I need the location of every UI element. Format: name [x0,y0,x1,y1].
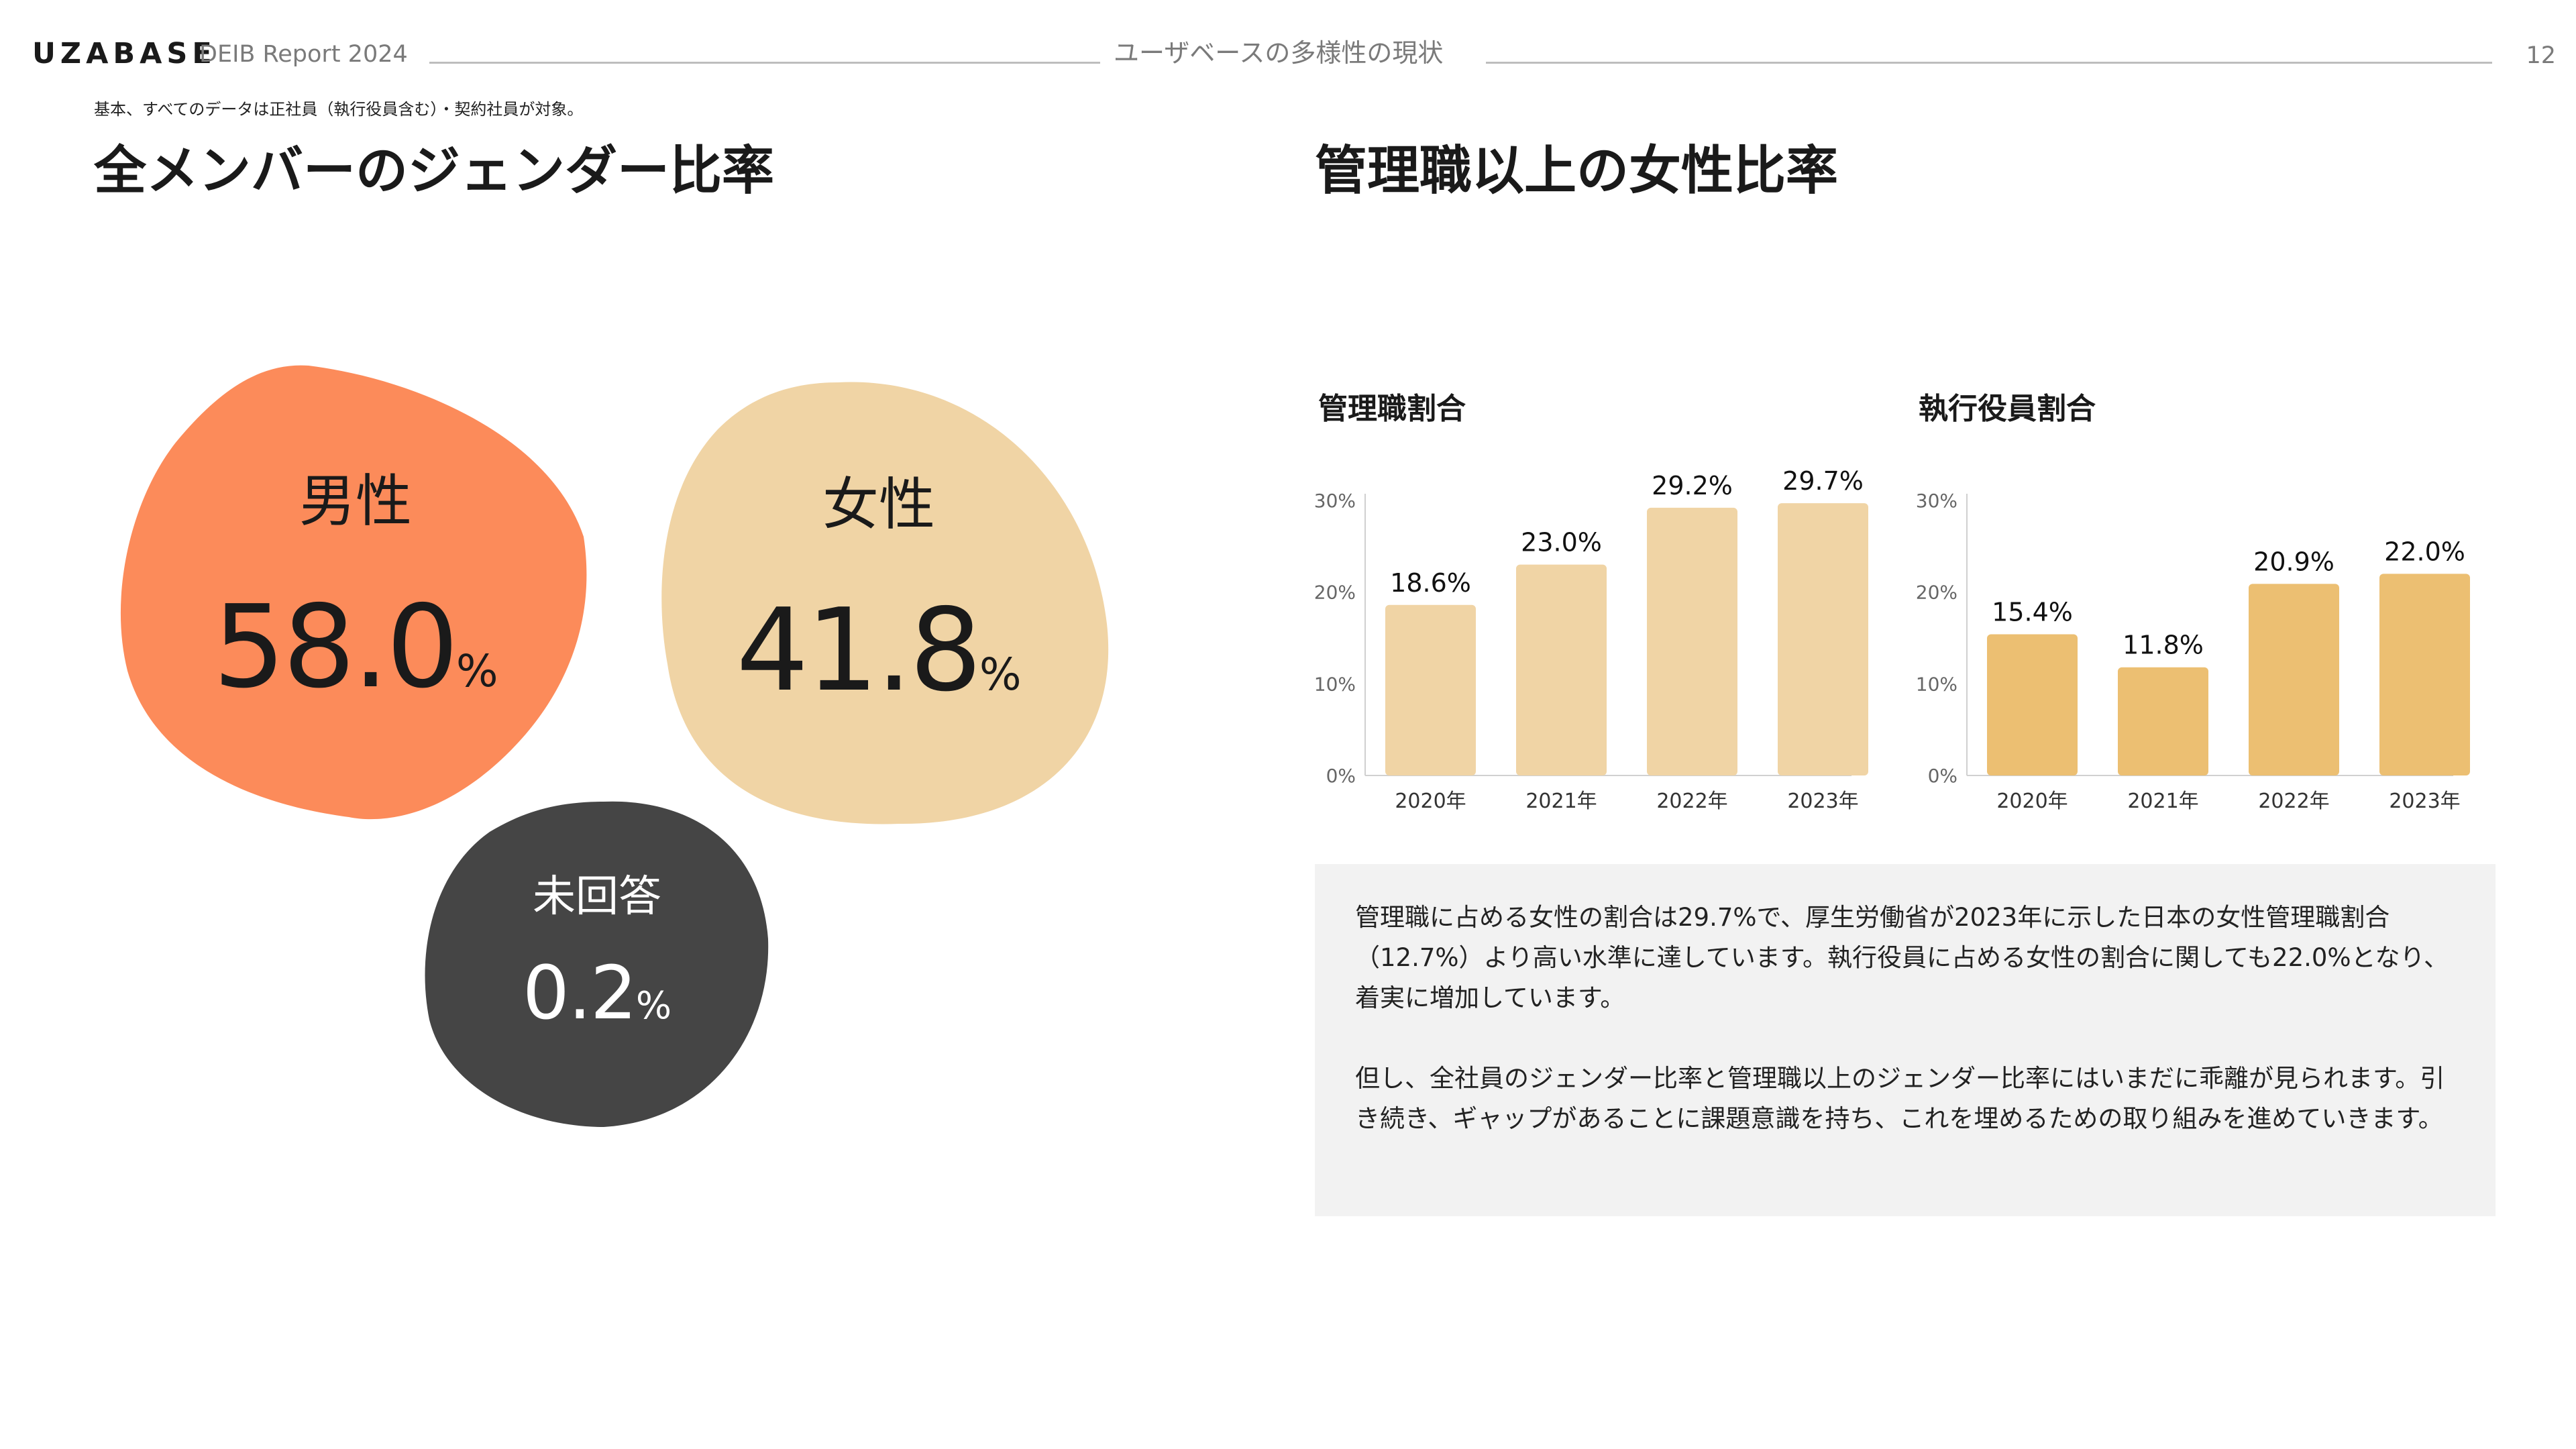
scope-note: 基本、すべてのデータは正社員（執行役員含む）・契約社員が対象。 [94,100,584,119]
female-value-group: 41.8% [698,594,1060,708]
unanswered-blob [425,801,769,1127]
page-number: 12 [2526,42,2556,69]
exec-y-tick-label: 20% [1916,582,1957,604]
gender-blobs [120,365,1109,1127]
comment-box: 管理職に占める女性の割合は29.7%で、厚生労働省が2023年に示した日本の女性… [1315,864,2496,1216]
comment-paragraph-2: 但し、全社員のジェンダー比率と管理職以上のジェンダー比率にはいまだに乖離が見られ… [1355,1064,2445,1133]
male-value-group: 58.0% [174,590,537,704]
manager-bar [1516,564,1607,775]
header-divider-left [429,62,1100,64]
report-name: DEIB Report 2024 [199,41,408,68]
manager-x-tick-label: 2022年 [1656,790,1727,813]
male-unit: % [455,645,498,697]
manager-y-tick-label: 0% [1326,765,1356,787]
exec-bar [2249,584,2339,775]
unanswered-value: 0.2 [522,950,637,1036]
manager-data-label: 29.2% [1652,471,1733,500]
exec-bar [2379,574,2470,775]
unanswered-unit: % [635,984,672,1028]
header-divider-right [1486,62,2492,64]
exec-y-tick-label: 30% [1916,490,1957,512]
manager-data-label: 18.6% [1390,568,1471,598]
exec-chart-title: 執行役員割合 [1919,392,2096,426]
manager-bar [1778,503,1868,775]
manager-x-tick-label: 2023年 [1787,790,1858,813]
female-manager-ratio-heading: 管理職以上の女性比率 [1315,141,1839,201]
manager-y-tick-label: 10% [1314,673,1356,695]
manager-x-tick-label: 2021年 [1525,790,1597,813]
manager-x-tick-label: 2020年 [1395,790,1466,813]
manager-y-tick-label: 20% [1314,582,1356,604]
bar-charts: 0% 10% 20% 30% 18.6% 2020年 23.0% 2021年 29.2% 2022… [1314,466,2470,813]
female-value: 41.8 [736,584,982,717]
company-logo: UZABASE [32,37,217,70]
gender-ratio-heading: 全メンバーのジェンダー比率 [94,141,775,201]
exec-x-tick-label: 2020年 [1996,790,2068,813]
comment-paragraph-1: 管理職に占める女性の割合は29.7%で、厚生労働省が2023年に示した日本の女性… [1355,903,2449,1012]
exec-y-tick-label: 0% [1928,765,1957,787]
exec-bar [2118,667,2208,775]
exec-data-label: 11.8% [2123,631,2204,660]
exec-y-tick-label: 10% [1916,673,1957,695]
exec-x-tick-label: 2023年 [2389,790,2460,813]
exec-data-label: 22.0% [2384,537,2465,566]
exec-data-label: 20.9% [2253,547,2334,576]
exec-bar [1987,634,2078,775]
exec-data-label: 15.4% [1992,598,2073,627]
exec-x-tick-label: 2021年 [2127,790,2198,813]
female-blob [661,382,1109,824]
female-label: 女性 [822,472,935,537]
female-unit: % [979,649,1022,700]
manager-data-label: 29.7% [1782,466,1864,496]
manager-bar [1385,604,1476,775]
male-blob [120,365,587,820]
manager-data-label: 23.0% [1521,528,1602,557]
manager-y-tick-label: 30% [1314,490,1356,512]
section-title: ユーザベースの多様性の現状 [1114,38,1444,68]
manager-chart-title: 管理職割合 [1318,392,1466,426]
unanswered-value-group: 0.2% [463,956,731,1030]
male-label: 男性 [299,468,412,534]
manager-bar [1647,507,1737,775]
unanswered-label: 未回答 [533,872,661,922]
exec-x-tick-label: 2022年 [2258,790,2329,813]
male-value: 58.0 [213,581,459,714]
